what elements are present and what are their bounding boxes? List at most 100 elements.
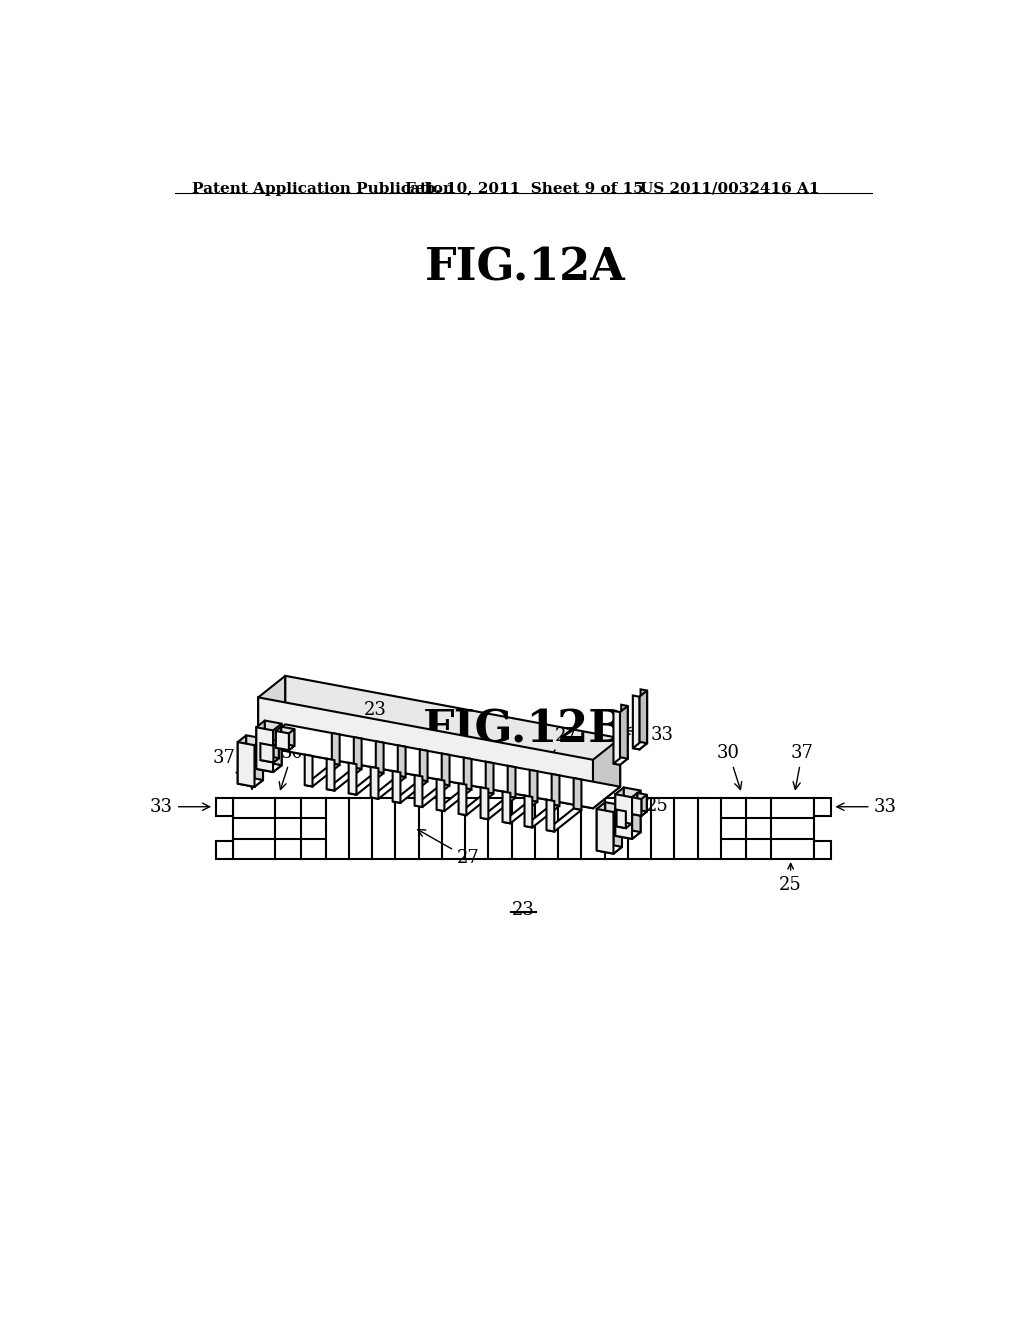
Polygon shape: [615, 788, 624, 836]
Bar: [216, 797, 232, 816]
Polygon shape: [305, 755, 312, 787]
Polygon shape: [624, 788, 641, 832]
Polygon shape: [441, 754, 450, 785]
Polygon shape: [547, 800, 554, 832]
Polygon shape: [354, 737, 361, 770]
Polygon shape: [238, 742, 255, 787]
Polygon shape: [238, 735, 246, 784]
Polygon shape: [613, 711, 620, 764]
Polygon shape: [415, 784, 450, 807]
Polygon shape: [286, 676, 621, 787]
Polygon shape: [327, 759, 335, 791]
Polygon shape: [327, 768, 361, 791]
Polygon shape: [615, 829, 641, 840]
Text: US 2011/0032416 A1: US 2011/0032416 A1: [640, 182, 819, 195]
Polygon shape: [615, 795, 632, 840]
Text: 37: 37: [213, 750, 246, 784]
Text: 30: 30: [273, 727, 302, 767]
Text: 23: 23: [364, 701, 387, 719]
Polygon shape: [273, 742, 279, 763]
Polygon shape: [256, 727, 273, 772]
Polygon shape: [626, 807, 631, 828]
Bar: [814, 841, 830, 859]
Polygon shape: [238, 777, 263, 787]
Polygon shape: [597, 843, 622, 854]
Polygon shape: [632, 797, 641, 816]
Polygon shape: [605, 803, 622, 847]
Polygon shape: [620, 706, 628, 764]
Polygon shape: [436, 779, 444, 810]
Text: 27: 27: [418, 829, 479, 867]
Polygon shape: [258, 697, 593, 808]
Text: 33: 33: [837, 797, 897, 816]
Polygon shape: [371, 767, 379, 799]
Polygon shape: [503, 792, 510, 824]
Text: Patent Application Publication: Patent Application Publication: [193, 182, 455, 195]
Text: 33: 33: [624, 726, 674, 744]
Polygon shape: [573, 777, 582, 810]
Text: 25: 25: [624, 796, 669, 817]
Polygon shape: [524, 796, 532, 828]
Polygon shape: [597, 803, 605, 850]
Polygon shape: [246, 735, 263, 780]
Polygon shape: [397, 746, 406, 777]
Text: 30: 30: [280, 744, 304, 789]
Text: 30: 30: [717, 744, 741, 789]
Text: FIG.12A: FIG.12A: [424, 247, 626, 290]
Polygon shape: [597, 809, 613, 854]
Polygon shape: [638, 793, 647, 812]
Bar: [216, 841, 232, 859]
Polygon shape: [332, 733, 340, 766]
Polygon shape: [613, 758, 628, 764]
Polygon shape: [289, 729, 294, 750]
Polygon shape: [480, 796, 515, 820]
Polygon shape: [485, 762, 494, 793]
Polygon shape: [415, 775, 423, 807]
Polygon shape: [641, 795, 647, 816]
Polygon shape: [632, 809, 647, 816]
Polygon shape: [632, 791, 641, 840]
Polygon shape: [371, 776, 406, 799]
Polygon shape: [633, 696, 639, 750]
Polygon shape: [524, 804, 559, 828]
Polygon shape: [265, 721, 282, 766]
Polygon shape: [256, 762, 282, 772]
Polygon shape: [616, 809, 626, 828]
Bar: [814, 797, 830, 816]
Bar: [232, 797, 814, 859]
Polygon shape: [529, 770, 538, 801]
Text: 23: 23: [512, 902, 535, 920]
Polygon shape: [436, 788, 471, 810]
Polygon shape: [459, 783, 466, 816]
Polygon shape: [622, 805, 631, 824]
Polygon shape: [616, 805, 622, 826]
Polygon shape: [392, 771, 400, 803]
Polygon shape: [459, 792, 494, 816]
Polygon shape: [260, 739, 266, 760]
Polygon shape: [260, 756, 279, 763]
Polygon shape: [480, 787, 488, 820]
Text: 27: 27: [526, 727, 578, 788]
Polygon shape: [508, 766, 515, 797]
Text: 33: 33: [150, 797, 210, 816]
Polygon shape: [275, 731, 289, 750]
Polygon shape: [348, 772, 384, 795]
Polygon shape: [633, 742, 647, 750]
Polygon shape: [255, 738, 263, 787]
Text: 37: 37: [241, 744, 263, 789]
Polygon shape: [613, 805, 622, 854]
Polygon shape: [593, 738, 621, 808]
Polygon shape: [260, 743, 273, 763]
Polygon shape: [258, 676, 286, 746]
Polygon shape: [547, 809, 582, 832]
Polygon shape: [266, 739, 279, 758]
Polygon shape: [273, 723, 282, 772]
Polygon shape: [552, 774, 559, 807]
Polygon shape: [641, 689, 647, 743]
Polygon shape: [305, 763, 340, 787]
Polygon shape: [282, 726, 294, 746]
Polygon shape: [464, 758, 471, 789]
Polygon shape: [503, 800, 538, 824]
Polygon shape: [639, 690, 647, 750]
Polygon shape: [275, 726, 282, 747]
